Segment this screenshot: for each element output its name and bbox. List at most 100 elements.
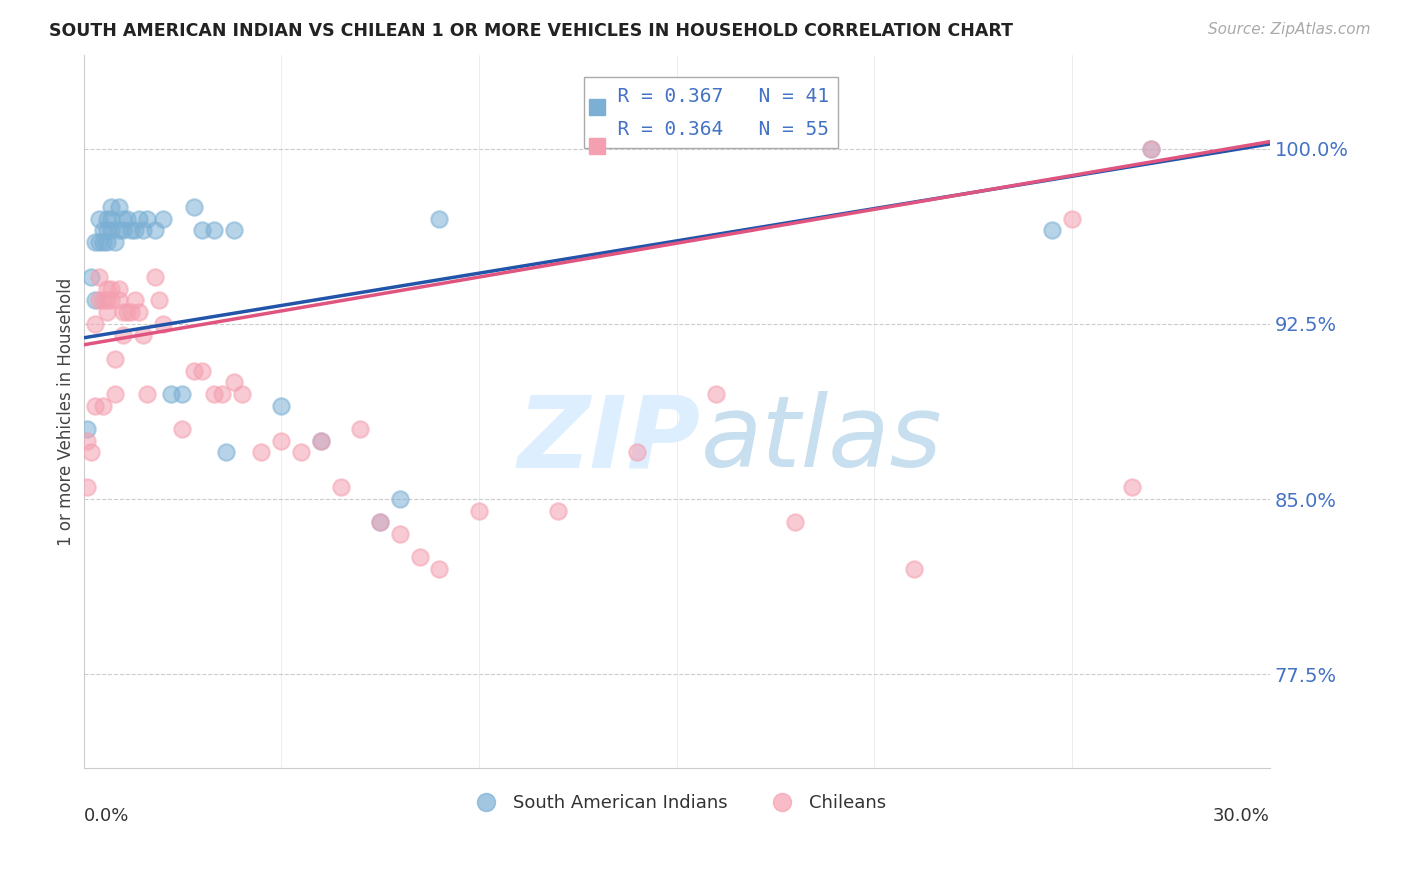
Point: [100, 293, 122, 308]
Point: [80, 270, 103, 285]
Point: [128, 211, 150, 226]
Point: [368, 516, 391, 530]
Point: [468, 504, 491, 518]
Point: [100, 223, 122, 237]
Point: [1140, 142, 1163, 156]
Point: [91, 235, 114, 249]
Point: [112, 328, 135, 343]
Point: [191, 363, 214, 377]
Point: [104, 235, 127, 249]
Point: [108, 293, 131, 308]
Point: [215, 445, 238, 459]
Point: [1062, 211, 1084, 226]
Point: [96, 223, 118, 237]
Point: [76, 480, 98, 494]
Point: [1121, 480, 1143, 494]
Point: [183, 363, 205, 377]
Point: [785, 516, 807, 530]
Y-axis label: 1 or more Vehicles in Household: 1 or more Vehicles in Household: [58, 277, 75, 546]
Point: [120, 305, 142, 319]
Point: [96, 282, 118, 296]
Point: [202, 223, 225, 237]
Point: [222, 375, 245, 389]
Legend: South American Indians, Chileans: South American Indians, Chileans: [460, 787, 893, 819]
Point: [76, 422, 98, 436]
Point: [104, 387, 127, 401]
Point: [202, 387, 225, 401]
Point: [124, 293, 146, 308]
Point: [183, 200, 205, 214]
Point: [89, 270, 111, 285]
Point: [91, 399, 114, 413]
Text: ZIP: ZIP: [517, 392, 700, 489]
Point: [112, 223, 135, 237]
Point: [148, 293, 170, 308]
Point: [135, 387, 157, 401]
Point: [429, 562, 451, 576]
Point: [84, 293, 107, 308]
Point: [231, 387, 253, 401]
Point: [89, 235, 111, 249]
Point: [80, 445, 103, 459]
Point: [1140, 142, 1163, 156]
Point: [172, 422, 194, 436]
Point: [388, 491, 411, 506]
Point: [89, 211, 111, 226]
Point: [132, 328, 155, 343]
Point: [124, 223, 146, 237]
Point: [96, 305, 118, 319]
Text: 0.0%: 0.0%: [83, 807, 129, 825]
Point: [128, 305, 150, 319]
Point: [309, 434, 332, 448]
Point: [120, 223, 142, 237]
Point: [172, 387, 194, 401]
Point: [152, 317, 174, 331]
Point: [368, 516, 391, 530]
Point: [91, 293, 114, 308]
Point: [115, 305, 138, 319]
Point: [76, 434, 98, 448]
Point: [152, 211, 174, 226]
Point: [903, 562, 925, 576]
Point: [349, 422, 371, 436]
Point: [250, 445, 273, 459]
Point: [429, 211, 451, 226]
Point: [143, 223, 166, 237]
Text: SOUTH AMERICAN INDIAN VS CHILEAN 1 OR MORE VEHICLES IN HOUSEHOLD CORRELATION CHA: SOUTH AMERICAN INDIAN VS CHILEAN 1 OR MO…: [49, 22, 1014, 40]
Point: [626, 445, 648, 459]
Point: [104, 351, 127, 366]
Point: [408, 550, 430, 565]
Point: [222, 223, 245, 237]
Point: [270, 434, 292, 448]
Point: [270, 399, 292, 413]
Point: [1042, 223, 1064, 237]
Point: [191, 223, 214, 237]
Point: [84, 317, 107, 331]
Point: [84, 399, 107, 413]
Point: [100, 200, 122, 214]
Point: [108, 223, 131, 237]
Point: [211, 387, 233, 401]
Point: [159, 387, 181, 401]
Point: [135, 211, 157, 226]
Point: [143, 270, 166, 285]
Point: [115, 211, 138, 226]
Point: [290, 445, 312, 459]
Point: [84, 235, 107, 249]
Text: atlas: atlas: [700, 392, 942, 489]
Point: [96, 211, 118, 226]
Point: [100, 211, 122, 226]
Point: [329, 480, 352, 494]
Point: [108, 200, 131, 214]
Text: 30.0%: 30.0%: [1213, 807, 1270, 825]
Point: [112, 211, 135, 226]
Point: [96, 235, 118, 249]
Point: [309, 434, 332, 448]
Point: [388, 527, 411, 541]
Text: Source: ZipAtlas.com: Source: ZipAtlas.com: [1208, 22, 1371, 37]
Point: [132, 223, 155, 237]
Point: [100, 282, 122, 296]
Point: [96, 293, 118, 308]
Point: [108, 282, 131, 296]
Text: R = 0.367   N = 41
  R = 0.364   N = 55: R = 0.367 N = 41 R = 0.364 N = 55: [593, 87, 828, 138]
